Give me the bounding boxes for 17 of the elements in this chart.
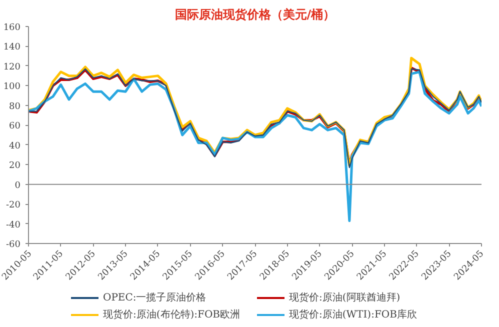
y-tick-label: -40 — [6, 220, 21, 230]
y-tick-label: 80 — [9, 102, 21, 112]
y-tick-label: 60 — [9, 122, 21, 132]
y-tick-label: 100 — [3, 82, 21, 92]
y-tick-label: 0 — [14, 180, 21, 191]
y-tick-label: -60 — [6, 240, 21, 250]
y-tick-label: 20 — [9, 161, 21, 172]
y-tick-label: 120 — [3, 62, 21, 72]
legend-label: 现货价:原油(布伦特):FOB欧洲 — [103, 308, 242, 322]
chart-title: 国际原油现货价格（美元/桶） — [174, 8, 336, 22]
legend-label: 现货价:原油(WTI):FOB库欣 — [289, 308, 418, 322]
y-tick-label: 40 — [9, 141, 21, 152]
y-tick-label: 160 — [3, 23, 21, 33]
y-tick-label: 140 — [3, 42, 21, 53]
legend-label: 现货价:原油(阿联酋迪拜) — [289, 291, 402, 304]
y-tick-label: -20 — [6, 200, 21, 211]
legend-label: OPEC:一揽子原油价格 — [103, 291, 208, 304]
